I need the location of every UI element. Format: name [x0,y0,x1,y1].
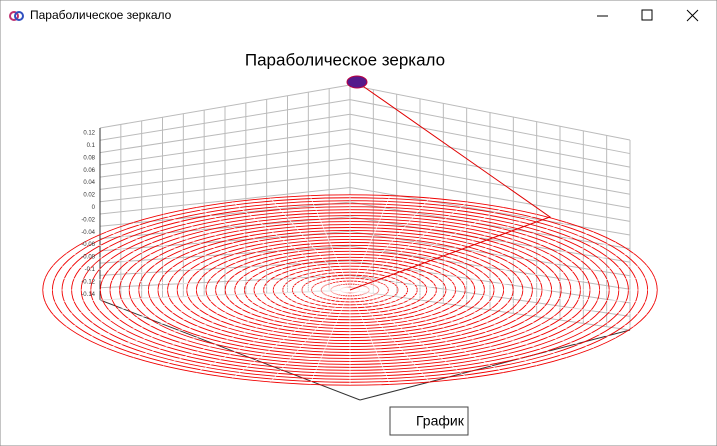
radial-line [106,231,351,291]
radial-line [162,289,351,366]
radial-line [349,277,655,291]
z-tick-label: 0.04 [83,180,95,186]
radial-line [66,253,351,291]
radial-line [349,197,430,291]
radial-line [349,231,594,291]
radial-line [45,289,351,303]
paraboloid-surface [42,194,658,386]
close-button[interactable] [686,9,699,22]
z-tick-label: -0.02 [81,217,95,223]
radial-line [132,222,351,291]
radial-line [349,265,647,291]
z-tick-label: 0.08 [83,155,95,161]
z-tick-label: -0.04 [81,230,95,236]
maximize-button[interactable] [641,9,653,21]
radial-line [309,289,351,385]
legend [389,406,469,436]
radial-line [270,289,351,383]
radial-line [84,289,351,338]
radial-line [349,289,468,379]
ring [42,194,658,386]
radial-line [45,277,351,291]
focus-marker [346,75,368,89]
radial-line [349,253,634,291]
radial-line [349,289,616,338]
z-tick-label: 0.06 [83,168,95,174]
radial-line [349,289,634,327]
ray [349,81,552,291]
z-tick-label: 0.02 [83,193,95,199]
radial-line [232,289,351,379]
radial-line [349,289,538,366]
z-tick-label: -0.06 [81,242,95,248]
radial-line [66,289,351,327]
z-axis: 0.12 0.1 0.08 0.06 0.04 0.02 0 -0.02 -0.04 -0.06 -… [81,131,95,298]
radial-line [270,197,351,291]
z-tick-label: 0.1 [87,143,96,149]
radial-line [349,242,616,291]
z-tick-label: -0.1 [85,267,96,273]
radial-line [349,289,430,383]
radial-line [349,207,504,291]
radial-line [349,289,647,315]
radial-line [232,201,351,291]
radial-line [196,289,351,373]
z-tick-label: -0.14 [81,292,95,298]
radial-line [162,214,351,291]
radial-line [196,207,351,291]
radial-line [53,289,351,315]
z-tick-label: 0.12 [83,131,95,137]
radial-line [349,289,655,303]
window-title: Параболическое зеркало [30,8,172,22]
radial-line [349,195,391,291]
radial-line [349,289,504,373]
radial-line [349,201,468,291]
z-tick-label: 0 [92,205,96,211]
z-tick-label: -0.12 [81,279,95,285]
radial-line [349,289,391,385]
radial-line [84,242,351,291]
radial-line [349,222,568,291]
radial-line [349,289,594,349]
legend-label: График [416,413,465,429]
chart-title: Параболическое зеркало [245,50,445,69]
z-tick-label: -0.08 [81,255,95,261]
radial-line [309,195,351,291]
radial-line [349,289,568,358]
radial-line [106,289,351,349]
radial-line [349,214,538,291]
radial-line [53,265,351,291]
window-icon [9,11,24,21]
radial-line [132,289,351,358]
